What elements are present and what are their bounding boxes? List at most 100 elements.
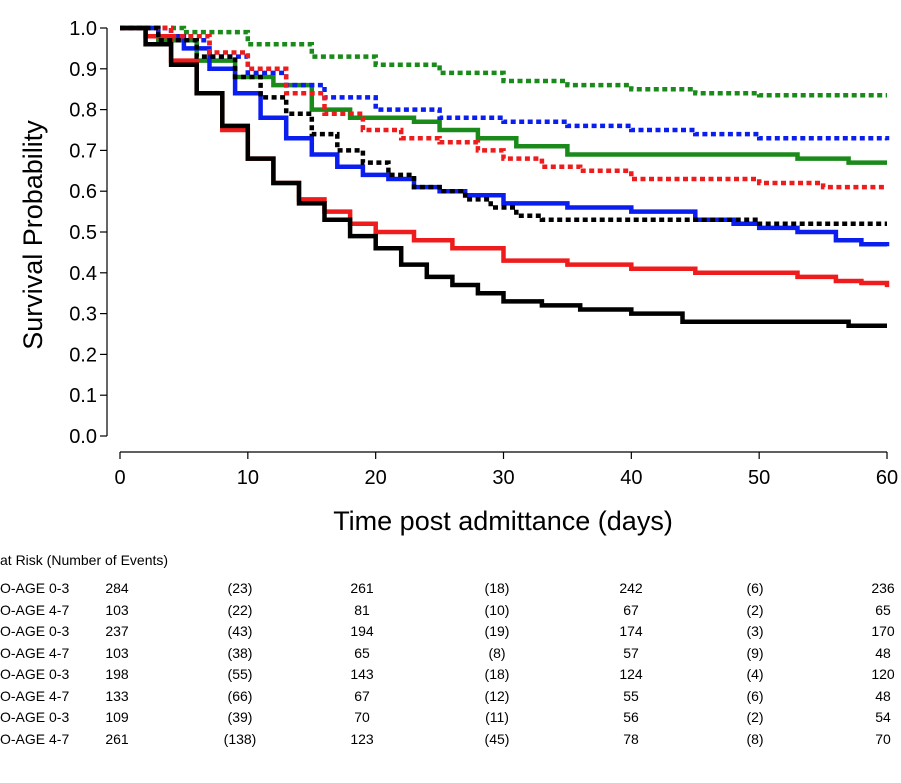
risk-cell: 109 [105,709,129,725]
y-tick-label: 0.8 [69,100,97,122]
survival-curve-8-solid [120,25,887,329]
y-tick-label: 0.7 [69,140,97,162]
risk-cell: 237 [105,623,129,639]
risk-cell: 48 [875,687,891,704]
risk-cell: 65 [875,601,891,618]
risk-cell: (6) [746,580,764,596]
risk-cell: (10) [484,601,510,618]
risk-cell: (6) [746,687,764,704]
risk-cell: (18) [484,666,510,682]
survival-curve-2-solid [120,25,887,165]
risk-cell: (2) [746,709,764,725]
risk-cell: 57 [623,644,639,661]
risk-cell: 194 [350,623,374,639]
risk-cell: 78 [623,730,639,747]
risk-cell: 65 [354,644,370,661]
risk-cell: 48 [875,644,891,661]
risk-cell: (12) [484,687,510,704]
risk-row-label: O-AGE 4-7 [0,730,70,747]
risk-table-row: O-AGE 0-3 109 (39) 70 (11) 56 (2) 54 [0,709,901,729]
risk-cell: (19) [484,623,510,639]
risk-cell: (4) [746,666,764,682]
risk-cell: 54 [875,709,891,725]
y-axis: 0.0 0.1 0.2 0.3 0.4 0.5 0.6 0.7 0.8 0.9 1.0 [69,18,108,448]
risk-cell: 67 [354,687,370,704]
risk-cell: (23) [227,580,253,596]
x-tick-label: 40 [620,467,642,489]
risk-row-label: O-AGE 4-7 [0,644,70,661]
risk-cell: 123 [350,730,374,747]
y-tick-label: 0.4 [69,263,97,285]
risk-cell: 81 [354,601,370,618]
risk-cell: 261 [105,730,129,747]
survival-chart: 0.0 0.1 0.2 0.3 0.4 0.5 0.6 0.7 0.8 0.9 1.0 0 10 20 3… [18,18,898,536]
y-tick-label: 0.3 [69,304,97,326]
survival-curves [120,25,890,329]
risk-cell: 170 [871,623,895,639]
survival-curve-7-dotted [120,25,887,227]
risk-table-title: at Risk (Number of Events) [0,552,169,568]
x-tick-label: 30 [492,467,514,489]
risk-cell: 198 [105,666,129,682]
y-tick-label: 0.2 [69,344,97,366]
x-tick-label: 60 [876,467,898,489]
risk-cell: 124 [619,666,643,682]
y-tick-label: 0.5 [69,222,97,244]
risk-row-label: O-AGE 0-3 [0,666,70,682]
risk-table-row: O-AGE 0-3 284 (23) 261 (18) 242 (6) 236 [0,580,901,600]
risk-cell: 236 [871,580,895,596]
y-tick-label: 0.0 [69,426,97,448]
risk-cell: 56 [623,709,639,725]
risk-table-row: O-AGE 4-7 103 (38) 65 (8) 57 (9) 48 [0,645,901,665]
risk-row-label: O-AGE 4-7 [0,687,70,704]
x-axis-title: Time post admittance (days) [333,506,673,536]
risk-cell: (66) [227,687,253,704]
y-tick-label: 0.9 [69,59,97,81]
y-tick-label: 0.1 [69,385,97,407]
risk-cell: 70 [875,730,891,747]
risk-cell: (45) [484,730,510,747]
risk-cell: (8) [746,730,764,747]
risk-cell: (43) [227,623,253,639]
risk-cell: (138) [223,730,257,747]
risk-cell: 67 [623,601,639,618]
risk-cell: (3) [746,623,764,639]
survival-curve-1-dotted [120,25,887,98]
risk-table-row: O-AGE 4-7 133 (66) 67 (12) 55 (6) 48 [0,688,901,708]
risk-cell: 242 [619,580,643,596]
risk-cell: 143 [350,666,374,682]
risk-cell: (22) [227,601,253,618]
survival-curve-5-dotted [120,25,887,190]
risk-cell: 133 [105,687,129,704]
risk-cell: (11) [485,709,509,725]
risk-row-label: O-AGE 0-3 [0,709,70,725]
risk-table-row: O-AGE 0-3 237 (43) 194 (19) 174 (3) 170 [0,623,901,643]
risk-cell: 70 [354,709,370,725]
risk-row-label: O-AGE 0-3 [0,580,70,596]
risk-row-label: O-AGE 0-3 [0,623,70,639]
risk-cell: (9) [746,644,764,661]
risk-cell: (18) [484,580,510,596]
y-tick-label: 0.6 [69,181,97,203]
risk-cell: (38) [227,644,253,661]
risk-cell: (8) [488,644,506,661]
x-tick-label: 50 [748,467,770,489]
risk-cell: 261 [350,580,374,596]
risk-table-row: O-AGE 4-7 103 (22) 81 (10) 67 (2) 65 [0,602,901,622]
risk-table-row: O-AGE 0-3 198 (55) 143 (18) 124 (4) 120 [0,666,901,686]
risk-cell: 103 [105,601,129,618]
risk-cell: 284 [105,580,129,596]
x-tick-label: 20 [365,467,387,489]
risk-cell: (2) [746,601,764,618]
x-axis: 0 10 20 30 40 50 60 [114,451,898,489]
risk-cell: 103 [105,644,129,661]
risk-cell: 55 [623,687,639,704]
risk-cell: (39) [227,709,253,725]
risk-cell: (55) [227,666,253,682]
y-tick-label: 1.0 [69,18,97,40]
y-axis-title: Survival Probability [18,120,48,350]
x-tick-label: 0 [114,467,125,489]
risk-table-row: O-AGE 4-7 261 (138) 123 (45) 78 (8) 70 [0,731,901,751]
risk-cell: 174 [619,623,643,639]
x-tick-label: 10 [237,467,259,489]
